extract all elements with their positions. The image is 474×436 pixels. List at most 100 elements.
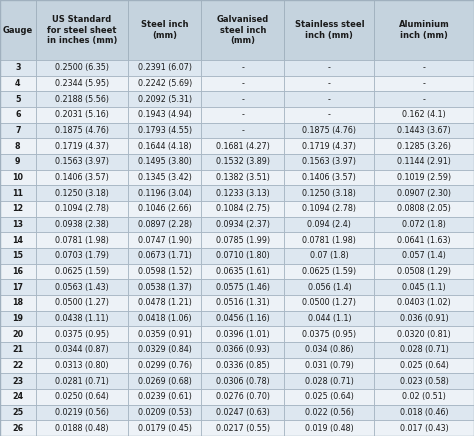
Text: 0.056 (1.4): 0.056 (1.4): [308, 283, 351, 292]
Bar: [374, 327, 474, 342]
Text: 7: 7: [15, 126, 20, 135]
Text: 0.094 (2.4): 0.094 (2.4): [308, 220, 351, 229]
Bar: [36, 311, 128, 327]
Bar: [284, 264, 374, 279]
Bar: [0, 389, 36, 405]
Bar: [36, 420, 128, 436]
Text: -: -: [241, 64, 245, 72]
Text: 0.0418 (1.06): 0.0418 (1.06): [138, 314, 191, 323]
Text: Aluminium
inch (mm): Aluminium inch (mm): [399, 20, 450, 40]
Bar: [284, 373, 374, 389]
Bar: [36, 327, 128, 342]
Text: 0.0747 (1.90): 0.0747 (1.90): [138, 236, 191, 245]
Bar: [284, 232, 374, 248]
Bar: [128, 0, 201, 60]
Bar: [201, 185, 284, 201]
Text: 0.1084 (2.75): 0.1084 (2.75): [216, 204, 270, 214]
Text: 0.0276 (0.70): 0.0276 (0.70): [216, 392, 270, 402]
Bar: [0, 154, 36, 170]
Text: 0.0781 (1.98): 0.0781 (1.98): [302, 236, 356, 245]
Text: 10: 10: [12, 173, 23, 182]
Text: 0.028 (0.71): 0.028 (0.71): [400, 345, 449, 354]
Bar: [36, 0, 128, 60]
Bar: [201, 405, 284, 420]
Bar: [36, 92, 128, 107]
Text: 0.0625 (1.59): 0.0625 (1.59): [55, 267, 109, 276]
Text: -: -: [328, 64, 331, 72]
Text: 0.028 (0.71): 0.028 (0.71): [305, 377, 354, 386]
Text: 0.1250 (3.18): 0.1250 (3.18): [302, 189, 356, 198]
Bar: [374, 311, 474, 327]
Bar: [128, 107, 201, 123]
Bar: [201, 123, 284, 139]
Bar: [284, 0, 374, 60]
Bar: [201, 60, 284, 76]
Bar: [284, 389, 374, 405]
Text: Steel inch
(mm): Steel inch (mm): [141, 20, 189, 40]
Bar: [36, 123, 128, 139]
Bar: [374, 389, 474, 405]
Text: 13: 13: [12, 220, 23, 229]
Bar: [36, 232, 128, 248]
Text: 0.0575 (1.46): 0.0575 (1.46): [216, 283, 270, 292]
Text: 0.1875 (4.76): 0.1875 (4.76): [302, 126, 356, 135]
Bar: [128, 420, 201, 436]
Bar: [201, 295, 284, 311]
Bar: [0, 405, 36, 420]
Text: 0.1943 (4.94): 0.1943 (4.94): [138, 110, 191, 119]
Text: 0.1443 (3.67): 0.1443 (3.67): [397, 126, 451, 135]
Text: 0.0313 (0.80): 0.0313 (0.80): [55, 361, 109, 370]
Bar: [0, 185, 36, 201]
Text: 0.0375 (0.95): 0.0375 (0.95): [302, 330, 356, 339]
Bar: [128, 248, 201, 264]
Bar: [284, 107, 374, 123]
Bar: [284, 420, 374, 436]
Text: 0.02 (0.51): 0.02 (0.51): [402, 392, 446, 402]
Text: 0.0673 (1.71): 0.0673 (1.71): [138, 252, 191, 260]
Text: 0.0239 (0.61): 0.0239 (0.61): [138, 392, 191, 402]
Text: -: -: [328, 79, 331, 88]
Bar: [284, 279, 374, 295]
Text: 0.0217 (0.55): 0.0217 (0.55): [216, 424, 270, 433]
Bar: [284, 154, 374, 170]
Text: 0.045 (1.1): 0.045 (1.1): [402, 283, 446, 292]
Bar: [374, 358, 474, 373]
Text: 3: 3: [15, 64, 20, 72]
Text: 0.1094 (2.78): 0.1094 (2.78): [55, 204, 109, 214]
Bar: [0, 358, 36, 373]
Bar: [36, 295, 128, 311]
Bar: [201, 389, 284, 405]
Bar: [0, 0, 36, 60]
Text: 0.1495 (3.80): 0.1495 (3.80): [138, 157, 191, 167]
Text: 0.2188 (5.56): 0.2188 (5.56): [55, 95, 109, 104]
Bar: [284, 295, 374, 311]
Text: 18: 18: [12, 298, 23, 307]
Bar: [36, 279, 128, 295]
Bar: [0, 92, 36, 107]
Text: 23: 23: [12, 377, 23, 386]
Text: 0.0403 (1.02): 0.0403 (1.02): [397, 298, 451, 307]
Bar: [284, 217, 374, 232]
Bar: [128, 232, 201, 248]
Text: 0.0598 (1.52): 0.0598 (1.52): [137, 267, 192, 276]
Text: 0.044 (1.1): 0.044 (1.1): [308, 314, 351, 323]
Bar: [128, 311, 201, 327]
Bar: [0, 279, 36, 295]
Bar: [201, 139, 284, 154]
Text: 0.2242 (5.69): 0.2242 (5.69): [137, 79, 192, 88]
Text: 0.1250 (3.18): 0.1250 (3.18): [55, 189, 109, 198]
Text: 0.1875 (4.76): 0.1875 (4.76): [55, 126, 109, 135]
Bar: [128, 170, 201, 185]
Text: 0.0808 (2.05): 0.0808 (2.05): [397, 204, 451, 214]
Text: Gauge: Gauge: [3, 26, 33, 34]
Bar: [284, 342, 374, 358]
Bar: [128, 295, 201, 311]
Text: 0.0897 (2.28): 0.0897 (2.28): [137, 220, 192, 229]
Text: 0.0359 (0.91): 0.0359 (0.91): [138, 330, 191, 339]
Text: 0.0366 (0.93): 0.0366 (0.93): [216, 345, 270, 354]
Text: 0.1406 (3.57): 0.1406 (3.57): [302, 173, 356, 182]
Text: 0.1233 (3.13): 0.1233 (3.13): [216, 189, 270, 198]
Bar: [128, 185, 201, 201]
Bar: [36, 405, 128, 420]
Bar: [374, 154, 474, 170]
